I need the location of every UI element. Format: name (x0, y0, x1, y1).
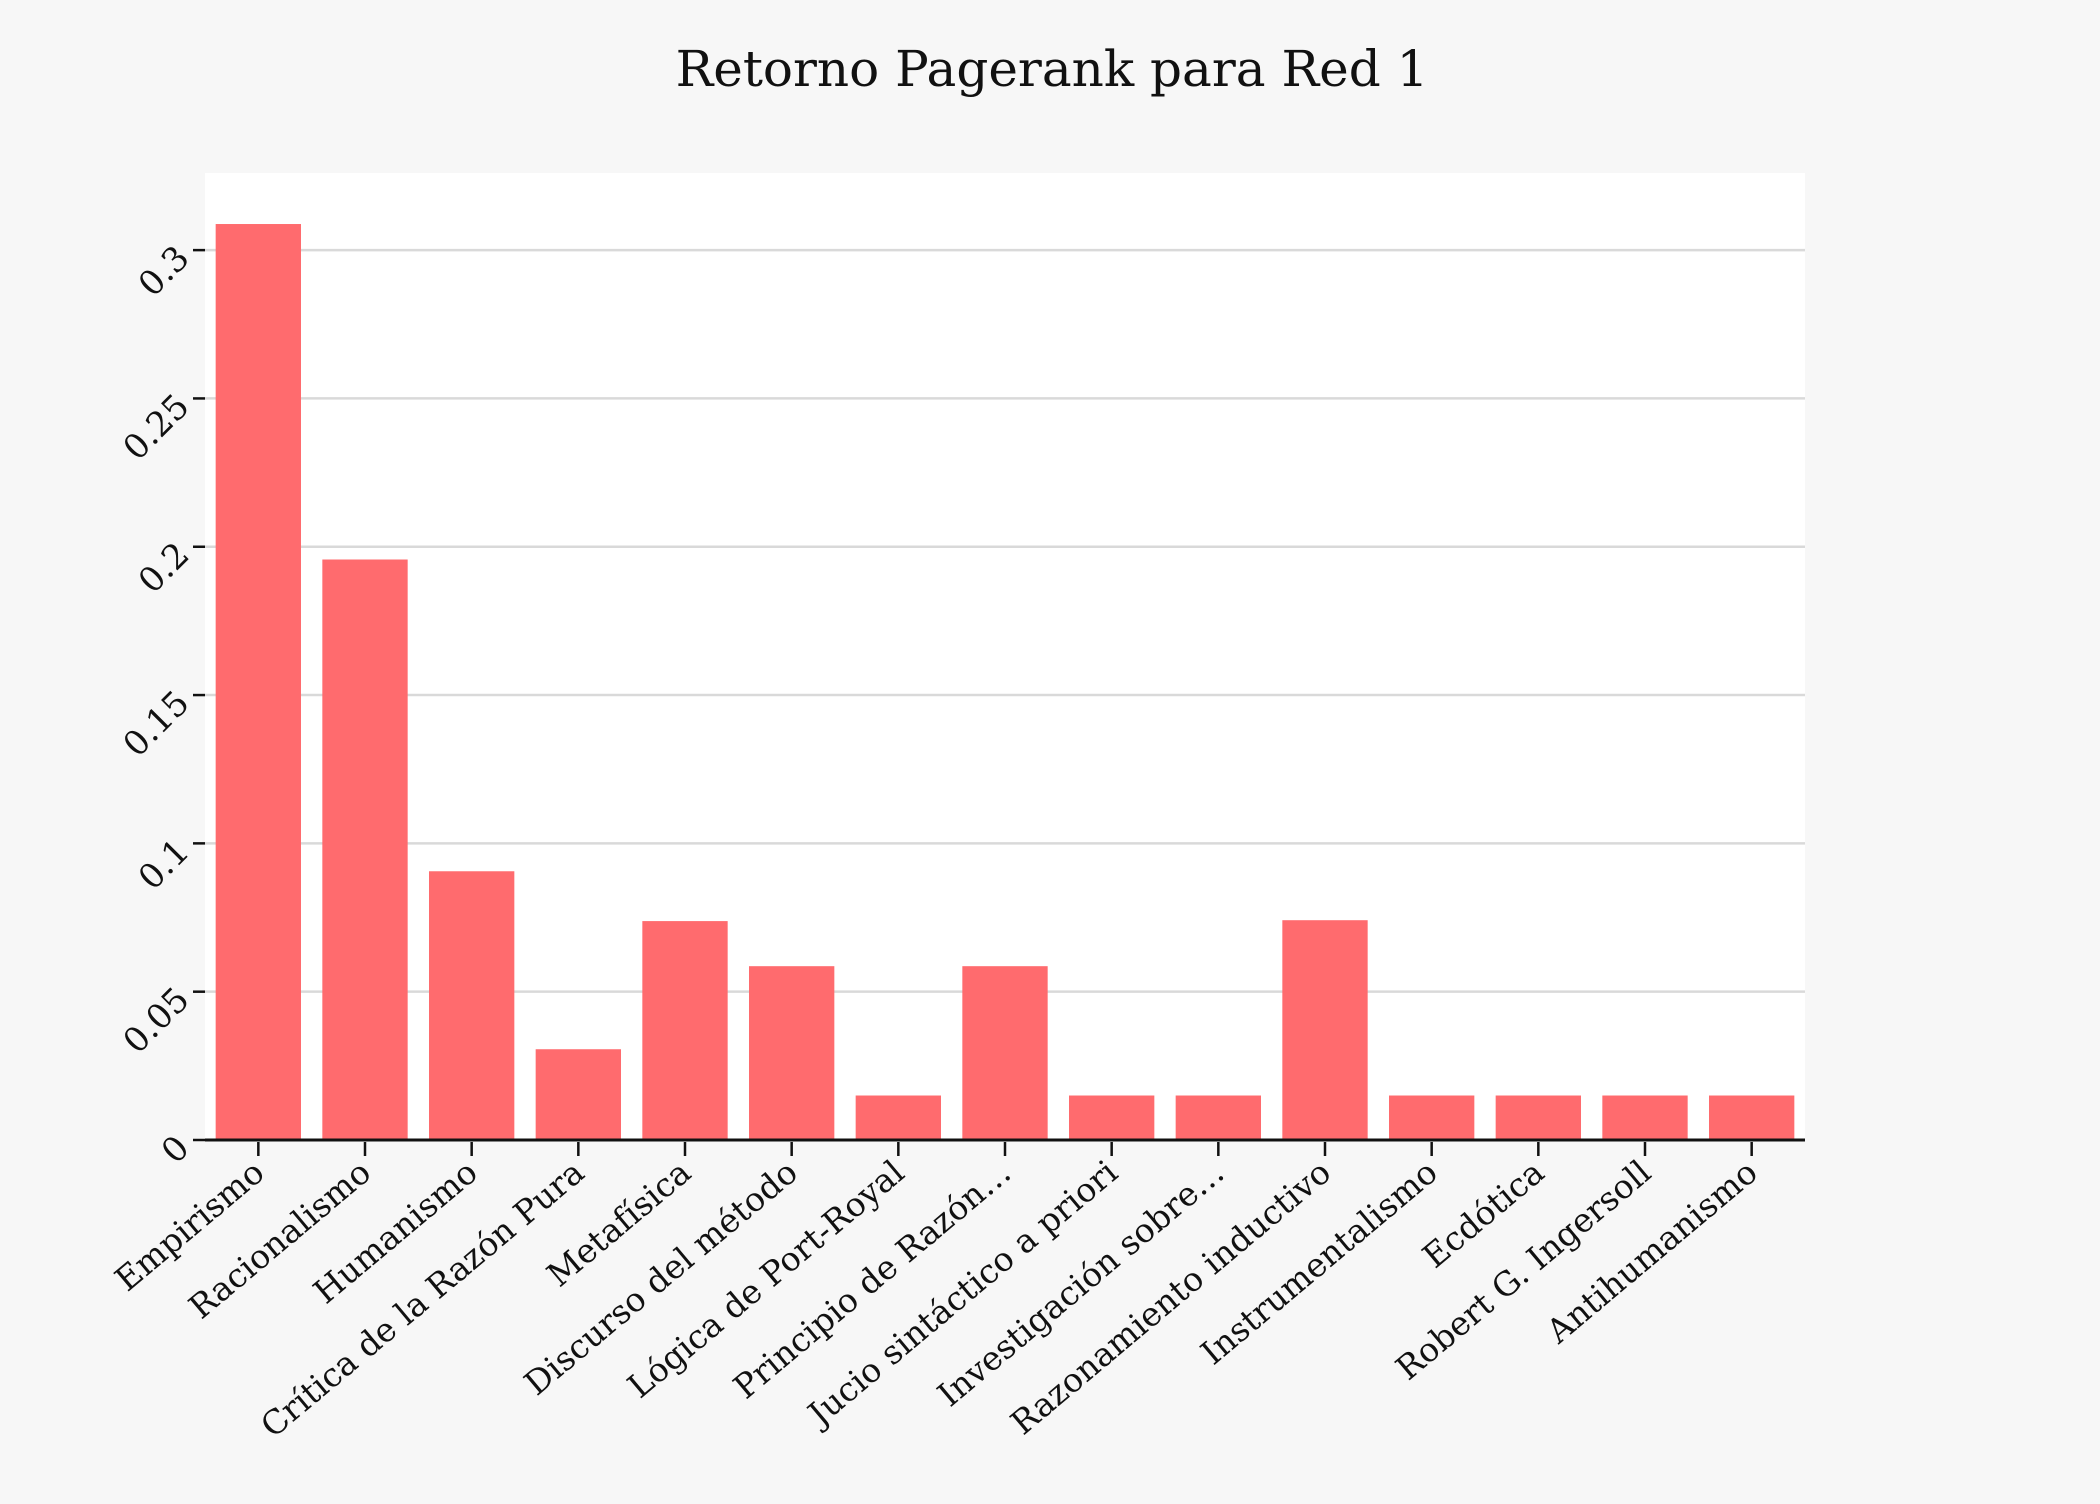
bar (642, 921, 728, 1140)
bar (535, 1049, 621, 1140)
y-tick-label: 0.15 (116, 683, 198, 765)
y-tick-label: 0.2 (131, 535, 198, 602)
bar (1175, 1095, 1261, 1140)
bar (1495, 1095, 1581, 1140)
bar (322, 559, 408, 1140)
bar (1389, 1095, 1475, 1140)
bar (749, 966, 835, 1140)
bar (1069, 1095, 1155, 1140)
bar (1709, 1095, 1795, 1140)
bar (962, 966, 1048, 1140)
bar (1602, 1095, 1688, 1140)
x-tick-label: Racionalismo (181, 1152, 378, 1326)
y-tick-label: 0.25 (116, 387, 198, 469)
bar (215, 224, 301, 1140)
y-tick-label: 0.3 (131, 238, 198, 305)
y-tick-label: 0.1 (131, 831, 198, 898)
bar (855, 1095, 941, 1140)
bar (1282, 920, 1368, 1140)
chart-title: Retorno Pagerank para Red 1 (676, 40, 1429, 98)
bar (429, 871, 515, 1140)
plot-area: 00.050.10.150.20.250.3EmpirismoRacionali… (107, 173, 1805, 1445)
y-tick-label: 0 (154, 1128, 198, 1172)
y-tick-label: 0.05 (116, 980, 198, 1062)
